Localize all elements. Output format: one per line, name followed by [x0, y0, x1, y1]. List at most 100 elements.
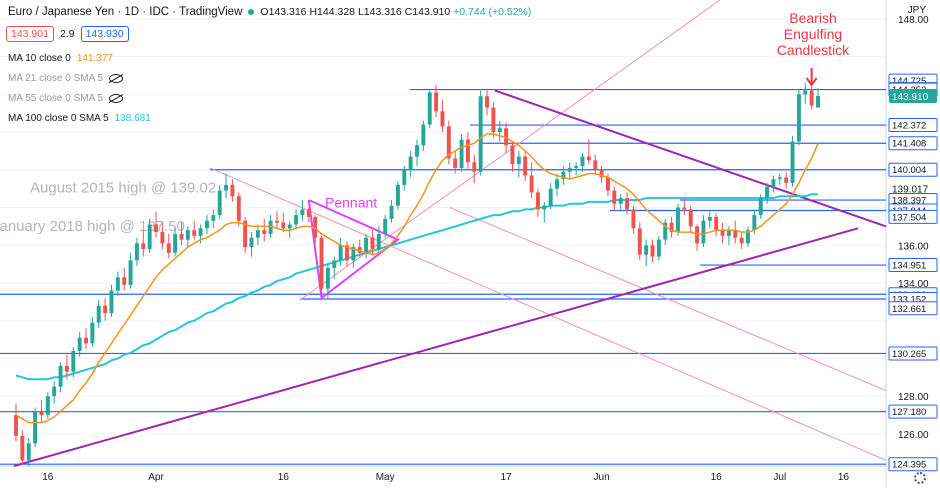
candle-body: [338, 245, 343, 261]
price-label-text: 141.408: [892, 139, 926, 150]
candle: [243, 216, 248, 253]
candle-body: [599, 169, 604, 178]
annotation-line: Engulfing: [783, 26, 843, 42]
candle: [325, 264, 330, 299]
indicator-ma100[interactable]: MA 100 close 0 SMA 5 138.681: [8, 113, 151, 124]
settings-gear-icon[interactable]: [914, 472, 926, 484]
candle: [236, 192, 241, 227]
candle-body: [567, 167, 572, 172]
annotation-line: Bearish: [789, 10, 837, 26]
candle: [364, 233, 369, 259]
candle: [682, 198, 687, 216]
candle: [395, 181, 400, 210]
candle-body: [485, 96, 489, 108]
candle: [720, 222, 725, 244]
candle: [192, 220, 197, 240]
indicator-ma21[interactable]: MA 21 close 0 SMA 5: [8, 73, 124, 84]
candle: [459, 133, 464, 172]
candle: [274, 211, 279, 229]
price-label-box: [888, 404, 938, 419]
candle-body: [421, 124, 426, 146]
x-tick-label: Apr: [148, 472, 164, 483]
candle-body: [141, 243, 146, 250]
candle: [434, 84, 439, 117]
candle: [389, 199, 394, 223]
candle: [45, 392, 50, 419]
candle: [529, 162, 534, 199]
descending-trendline: [494, 89, 887, 228]
price-label-text: 133.152: [892, 294, 926, 305]
candle: [472, 154, 477, 184]
y-tick-label: 136.00: [898, 241, 929, 252]
candle: [52, 381, 57, 404]
candle: [631, 205, 636, 234]
candle-body: [707, 216, 712, 221]
candle: [535, 188, 540, 217]
candle: [332, 256, 337, 280]
indicator-label: MA 100 close 0 SMA 5: [8, 113, 109, 124]
candle-body: [682, 207, 687, 210]
close-value: 143.910: [412, 6, 451, 18]
chart-header: Euro / Japanese Yen · 1D · IDC · Trading…: [8, 6, 531, 18]
annotation-pennant: Pennant: [325, 195, 377, 211]
candle: [784, 171, 789, 189]
indicator-ma55[interactable]: MA 55 close 0 SMA 5: [8, 93, 124, 104]
price-label-text: 132.661: [892, 304, 926, 315]
symbol-title[interactable]: Euro / Japanese Yen · 1D · IDC · Trading…: [8, 6, 243, 18]
candle-body: [784, 177, 789, 184]
candle: [147, 218, 152, 253]
indicator-value: 138.681: [114, 113, 151, 124]
candle-body: [224, 184, 229, 191]
candle-body: [434, 92, 439, 112]
candle: [90, 316, 95, 348]
candle: [637, 222, 642, 261]
candle: [644, 239, 649, 267]
candle: [58, 362, 63, 393]
candle-body: [262, 230, 267, 234]
candle-body: [714, 216, 719, 231]
candle-body: [389, 205, 394, 219]
price-label-text: 139.017: [892, 184, 929, 195]
candle: [230, 179, 235, 202]
candle-body: [33, 411, 38, 444]
candle-body: [147, 224, 152, 250]
candle: [319, 235, 324, 295]
ma10-line: [15, 133, 819, 424]
candle-body: [465, 139, 470, 163]
price-label-text: 137.504: [892, 212, 926, 223]
x-tick-label: Jul: [773, 472, 786, 483]
candle-body: [395, 184, 400, 206]
indicator-ma10[interactable]: MA 10 close 0 141.377: [8, 53, 113, 64]
candle: [574, 162, 579, 176]
candle: [300, 199, 305, 221]
candle-body: [758, 198, 763, 216]
candle-body: [688, 209, 693, 227]
indicator-label: MA 10 close 0: [8, 53, 71, 64]
currency-label[interactable]: JPY: [907, 5, 926, 16]
candle: [516, 150, 521, 178]
candle-body: [790, 141, 795, 184]
candle-body: [446, 126, 451, 159]
market-status-dot: [248, 9, 255, 15]
candle-body: [300, 209, 305, 216]
candle-body: [345, 245, 349, 261]
candle: [39, 399, 44, 423]
candle-body: [555, 179, 560, 189]
hidden-eye-icon[interactable]: [109, 94, 124, 103]
candle: [675, 203, 680, 236]
candle-body: [26, 443, 31, 461]
sell-button[interactable]: 143.901: [6, 26, 54, 42]
candle: [128, 252, 133, 289]
candle-body: [243, 220, 248, 248]
buy-button[interactable]: 143.930: [80, 26, 129, 42]
change-value: +0.744 (+0.52%): [453, 6, 532, 18]
price-label-text: 142.372: [892, 121, 926, 132]
candle: [427, 88, 432, 129]
candle-body: [103, 305, 108, 314]
candle-body: [656, 239, 661, 257]
long-term-uptrend-line: [13, 227, 859, 467]
hidden-eye-icon[interactable]: [109, 74, 124, 83]
candle: [663, 218, 668, 246]
candle-body: [198, 228, 203, 236]
